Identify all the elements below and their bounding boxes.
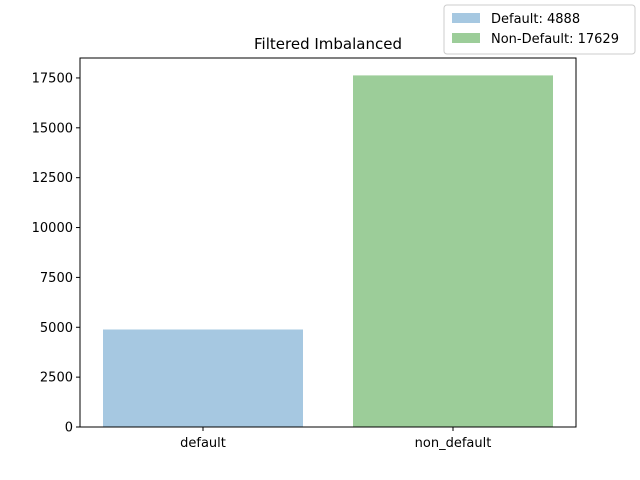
legend-box: [443, 4, 636, 55]
y-tick-label: 5000: [40, 321, 73, 336]
y-axis: 0 2500 5000 7500 10000 12500 15000 17500: [32, 71, 80, 436]
legend-swatch: [452, 13, 480, 23]
y-tick-label: 2500: [40, 371, 73, 386]
legend-label: Default: 4888: [491, 12, 580, 27]
legend: Default: 4888 Non-Default: 17629: [443, 4, 636, 55]
y-tick-label: 15000: [32, 121, 73, 136]
legend-label: Non-Default: 17629: [491, 32, 619, 47]
y-tick-label: 7500: [40, 271, 73, 286]
plot-frame: [79, 57, 577, 428]
y-tick-label: 12500: [32, 171, 73, 186]
chart-title: Filtered Imbalanced: [254, 35, 402, 53]
x-axis: default non_default: [180, 427, 491, 451]
x-tick-label: non_default: [415, 436, 492, 451]
bars-group: [103, 75, 553, 428]
bar-non-default: [353, 75, 553, 428]
legend-swatch: [452, 33, 480, 43]
y-tick-label: 17500: [32, 71, 73, 86]
x-tick-label: default: [180, 436, 226, 451]
y-tick-label: 0: [65, 421, 73, 436]
y-tick-label: 10000: [32, 221, 73, 236]
bar-default: [103, 329, 303, 427]
